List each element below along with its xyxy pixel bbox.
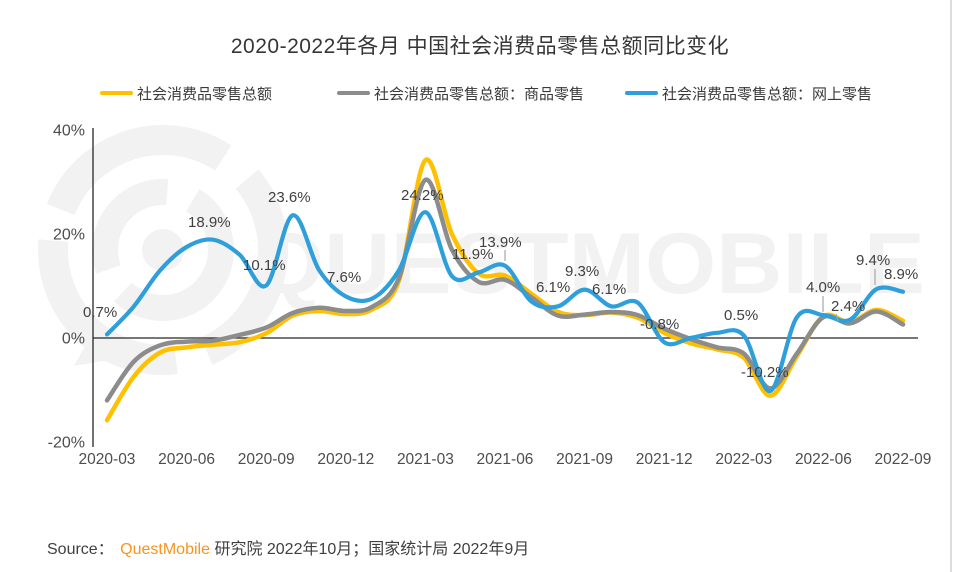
data-label: 11.9% xyxy=(452,246,493,263)
legend-item-goods: 社会消费品零售总额：商品零售 xyxy=(337,83,584,103)
source-brand: QuestMobile xyxy=(120,541,210,558)
source-suffix: 研究院 2022年10月；国家统计局 2022年9月 xyxy=(214,541,530,558)
y-axis-tick-label: 20% xyxy=(53,227,85,244)
data-label: -10.2% xyxy=(741,364,789,381)
legend-item-online: 社会消费品零售总额：网上零售 xyxy=(625,83,872,103)
x-axis-tick-label: 2022-06 xyxy=(795,451,852,468)
watermark-logo-shape xyxy=(74,328,138,366)
data-label: 6.1% xyxy=(536,279,570,296)
x-axis-tick-label: 2021-03 xyxy=(397,451,454,468)
data-label: 0.5% xyxy=(724,307,758,324)
data-label: 23.6% xyxy=(268,189,311,206)
series-line-2 xyxy=(104,210,906,394)
legend-swatch-online xyxy=(625,90,658,96)
legend-item-total: 社会消费品零售总额 xyxy=(100,83,272,103)
y-axis-tick-label: -20% xyxy=(48,435,85,452)
x-axis-tick-label: 2020-06 xyxy=(158,451,215,468)
legend-label: 社会消费品零售总额 xyxy=(137,85,273,103)
source-line: Source： QuestMobile 研究院 2022年10月；国家统计局 2… xyxy=(47,535,529,559)
data-label: 0.7% xyxy=(83,304,117,321)
series-line-1 xyxy=(104,177,906,403)
data-label: 9.4% xyxy=(856,252,890,269)
x-axis-tick-label: 2020-03 xyxy=(79,451,136,468)
data-label: 4.0% xyxy=(806,279,840,296)
data-label-leader xyxy=(835,313,839,322)
data-label: 10.1% xyxy=(243,257,286,274)
legend-label: 社会消费品零售总额：网上零售 xyxy=(662,85,873,103)
watermark-logo-shape xyxy=(142,229,184,271)
legend-label: 社会消费品零售总额：商品零售 xyxy=(374,85,585,103)
data-label: -0.8% xyxy=(640,316,679,333)
y-axis-tick-label: 40% xyxy=(53,123,85,140)
data-label: 18.9% xyxy=(188,214,231,231)
watermark-text: QUESTMOBILE xyxy=(253,216,925,312)
data-label: 13.9% xyxy=(479,234,522,251)
data-label: 7.6% xyxy=(327,269,361,286)
data-label: 8.9% xyxy=(884,266,918,283)
y-axis-tick-label: 0% xyxy=(62,331,85,348)
x-axis-tick-label: 2022-03 xyxy=(715,451,772,468)
series-line-0 xyxy=(104,157,906,423)
window-edge-divider xyxy=(950,0,952,572)
data-label: 6.1% xyxy=(592,281,626,298)
watermark-logo-shape xyxy=(92,179,234,321)
data-label: 2.4% xyxy=(831,298,865,315)
data-label: 24.2% xyxy=(401,187,444,204)
x-axis-tick-label: 2021-09 xyxy=(556,451,613,468)
data-label: 9.3% xyxy=(565,263,599,280)
chart-title: 2020-2022年各月 中国社会消费品零售总额同比变化 xyxy=(230,35,730,58)
legend-swatch-total xyxy=(100,90,133,96)
x-axis-tick-label: 2022-09 xyxy=(875,451,932,468)
x-axis-tick-label: 2020-09 xyxy=(238,451,295,468)
x-axis-tick-label: 2020-12 xyxy=(317,451,374,468)
x-axis-tick-label: 2021-12 xyxy=(636,451,693,468)
source-prefix: Source： xyxy=(47,541,114,558)
legend-swatch-goods xyxy=(337,90,370,96)
legend: 社会消费品零售总额 社会消费品零售总额：商品零售 社会消费品零售总额：网上零售 xyxy=(0,83,960,103)
x-axis-tick-label: 2021-06 xyxy=(477,451,534,468)
